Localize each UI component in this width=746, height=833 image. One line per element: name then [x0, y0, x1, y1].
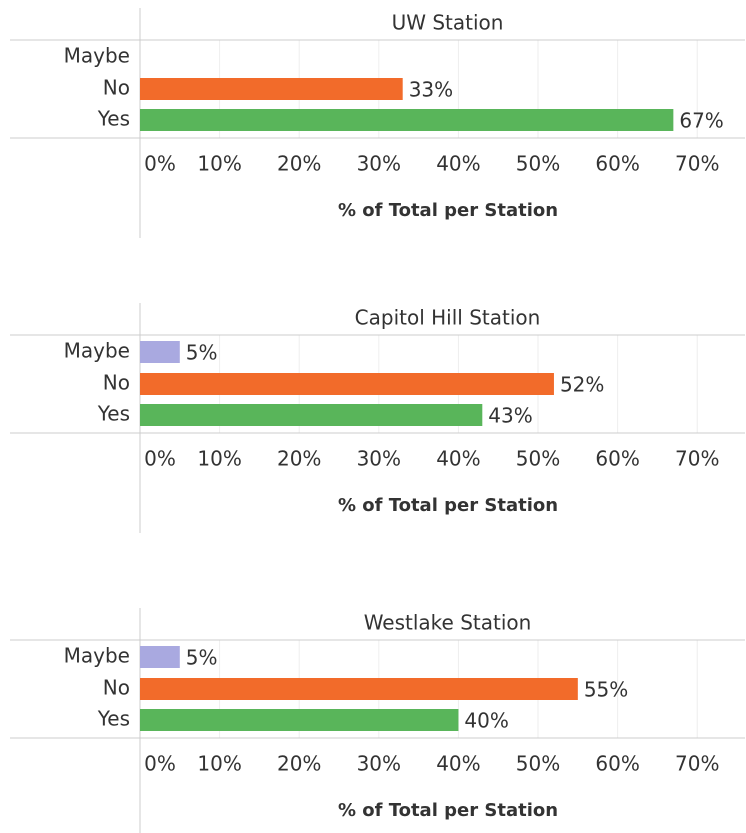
- data-label: 43%: [488, 404, 532, 428]
- x-tick-label: 10%: [197, 752, 241, 776]
- x-axis-label: % of Total per Station: [338, 800, 558, 821]
- x-tick-label: 10%: [197, 152, 241, 176]
- x-tick-label: 10%: [197, 447, 241, 471]
- x-tick-label: 70%: [675, 152, 719, 176]
- x-tick-label: 20%: [277, 752, 321, 776]
- x-tick-label: 60%: [595, 152, 639, 176]
- y-tick-label: Maybe: [64, 644, 130, 668]
- x-tick-label: 30%: [357, 152, 401, 176]
- bar: [140, 709, 459, 731]
- y-tick-label: Yes: [97, 707, 130, 731]
- x-tick-label: 30%: [357, 447, 401, 471]
- x-axis-label: % of Total per Station: [338, 495, 558, 516]
- bar: [140, 646, 180, 668]
- x-tick-label: 50%: [516, 447, 560, 471]
- y-tick-label: Maybe: [64, 44, 130, 68]
- x-tick-label: 70%: [675, 447, 719, 471]
- chart-title: Westlake Station: [364, 611, 532, 635]
- x-tick-label: 20%: [277, 447, 321, 471]
- x-tick-label: 50%: [516, 152, 560, 176]
- bar: [140, 678, 578, 700]
- x-tick-label: 60%: [595, 447, 639, 471]
- data-label: 55%: [584, 678, 628, 702]
- y-tick-label: Maybe: [64, 339, 130, 363]
- bar: [140, 109, 674, 131]
- bar: [140, 373, 554, 395]
- chart-title: Capitol Hill Station: [355, 306, 541, 330]
- x-tick-label: 0%: [144, 752, 176, 776]
- x-tick-label: 50%: [516, 752, 560, 776]
- chart-title: UW Station: [392, 11, 504, 35]
- x-tick-label: 40%: [436, 152, 480, 176]
- data-label: 5%: [186, 341, 218, 365]
- data-label: 40%: [464, 709, 508, 733]
- data-label: 33%: [409, 78, 453, 102]
- x-tick-label: 0%: [144, 152, 176, 176]
- bar: [140, 78, 403, 100]
- x-tick-label: 0%: [144, 447, 176, 471]
- data-label: 52%: [560, 373, 604, 397]
- x-tick-label: 60%: [595, 752, 639, 776]
- data-label: 5%: [186, 646, 218, 670]
- x-tick-label: 30%: [357, 752, 401, 776]
- y-tick-label: Yes: [97, 107, 130, 131]
- x-tick-label: 20%: [277, 152, 321, 176]
- data-label: 67%: [679, 109, 723, 133]
- y-tick-label: No: [103, 676, 130, 700]
- y-tick-label: No: [103, 76, 130, 100]
- x-tick-label: 40%: [436, 752, 480, 776]
- x-tick-label: 70%: [675, 752, 719, 776]
- x-tick-label: 40%: [436, 447, 480, 471]
- y-tick-label: No: [103, 371, 130, 395]
- bar: [140, 341, 180, 363]
- bar: [140, 404, 483, 426]
- y-tick-label: Yes: [97, 402, 130, 426]
- x-axis-label: % of Total per Station: [338, 200, 558, 221]
